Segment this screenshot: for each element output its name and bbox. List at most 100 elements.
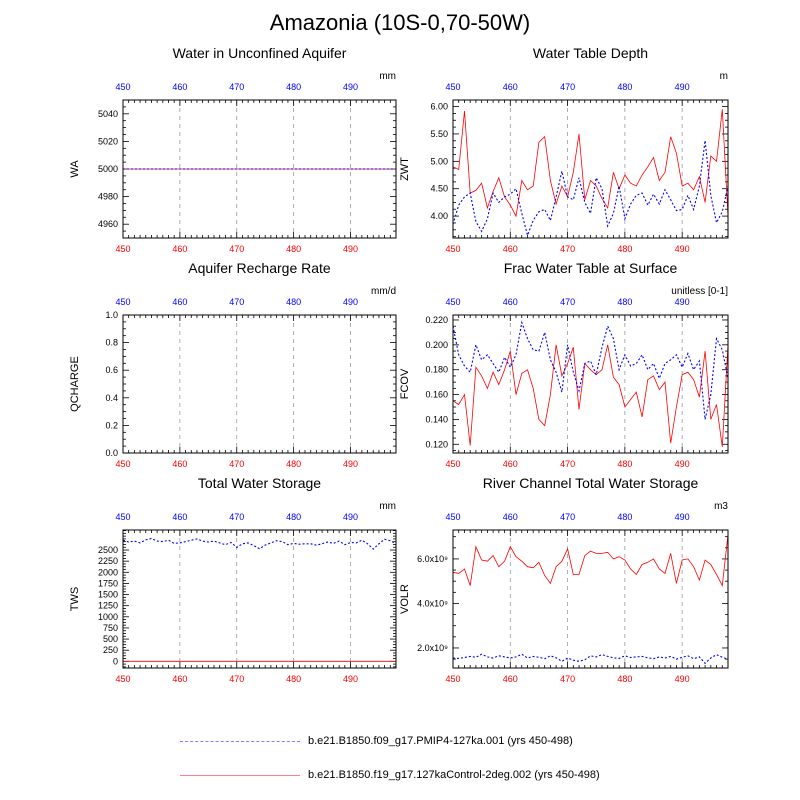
- panel-5-ylabel-tick-2: 500: [103, 634, 118, 644]
- panel-6-xlabel-top-450: 450: [445, 512, 460, 522]
- panel-2-series-control: [452, 109, 729, 218]
- legend-label-control: b.e21.B1850.f19_g17.127kaControl-2deg.00…: [308, 769, 600, 781]
- panel-3-xlabel-bottom-480: 480: [286, 459, 301, 469]
- panel-2-xlabel-bottom-480: 480: [617, 244, 632, 254]
- panel-1-units: mm: [379, 71, 396, 82]
- panel-4-ylabel-tick-4: 0.200: [425, 340, 448, 350]
- panel-2-ylabel: ZWT: [399, 157, 411, 181]
- panel-1-xlabel-bottom-460: 460: [172, 244, 187, 254]
- panel-3-ylabel-tick-5: 1.0: [105, 310, 118, 320]
- panel-4-ylabel-tick-1: 0.140: [425, 414, 448, 424]
- panel-2-xlabel-bottom-490: 490: [675, 244, 690, 254]
- panel-4-ylabel-tick-0: 0.120: [425, 439, 448, 449]
- panel-5-ylabel-tick-1: 250: [103, 645, 118, 655]
- panel-1-ylabel-tick-2: 5000: [98, 164, 118, 174]
- panel-1-ylabel: WA: [69, 160, 81, 178]
- panel-6-xlabel-bottom-480: 480: [617, 674, 632, 684]
- panel-1-title: Water in Unconfined Aquifer: [173, 45, 347, 61]
- panel-5-ylabel-tick-4: 1000: [98, 612, 118, 622]
- panel-4-title: Frac Water Table at Surface: [504, 260, 678, 276]
- panel-2-xlabel-bottom-460: 460: [503, 244, 518, 254]
- panel-6-xlabel-bottom-490: 490: [675, 674, 690, 684]
- panel-5-xlabel-top-460: 460: [172, 512, 187, 522]
- panel-3-ylabel-tick-1: 0.2: [105, 420, 118, 430]
- panel-6-xlabel-top-460: 460: [503, 512, 518, 522]
- panel-1-ylabel-tick-3: 5020: [98, 136, 118, 146]
- panel-5-xlabel-bottom-460: 460: [172, 674, 187, 684]
- panel-3-xlabel-top-470: 470: [229, 297, 244, 307]
- panel-2-units: m: [720, 71, 728, 82]
- panel-1-xlabel-top-480: 480: [286, 82, 301, 92]
- legend-label-pmip: b.e21.B1850.f09_g17.PMIP4-127ka.001 (yrs…: [308, 735, 573, 747]
- panel-3-xlabel-bottom-470: 470: [229, 459, 244, 469]
- panel-6-ylabel-tick-1: 4.0x10⁹: [417, 598, 448, 608]
- panel-2-xlabel-bottom-450: 450: [445, 244, 460, 254]
- panel-3-xlabel-bottom-450: 450: [115, 459, 130, 469]
- panel-5-ylabel-tick-5: 1250: [98, 601, 118, 611]
- panel-4-ylabel-tick-5: 0.220: [425, 315, 448, 325]
- panel-5-xlabel-top-480: 480: [286, 512, 301, 522]
- panel-2-xlabel-top-450: 450: [445, 82, 460, 92]
- legend: b.e21.B1850.f09_g17.PMIP4-127ka.001 (yrs…: [180, 730, 620, 790]
- panel-6-xlabel-bottom-450: 450: [445, 674, 460, 684]
- panel-5-xlabel-top-450: 450: [115, 512, 130, 522]
- legend-swatch-pmip: [180, 741, 300, 742]
- panel-2-xlabel-top-490: 490: [675, 82, 690, 92]
- panel-3-title: Aquifer Recharge Rate: [188, 260, 331, 276]
- panel-2-xlabel-top-470: 470: [560, 82, 575, 92]
- panel-4-ylabel-tick-3: 0.180: [425, 365, 448, 375]
- panel-5-frame: [122, 529, 397, 669]
- panel-5-series-pmip: [122, 537, 397, 550]
- panel-1-xlabel-bottom-480: 480: [286, 244, 301, 254]
- panel-3-ylabel-tick-3: 0.6: [105, 365, 118, 375]
- panel-6-xlabel-top-470: 470: [560, 512, 575, 522]
- panel-2-xlabel-top-480: 480: [617, 82, 632, 92]
- panel-6-ylabel-tick-0: 2.0x10⁹: [417, 643, 448, 653]
- panel-1-xlabel-top-450: 450: [115, 82, 130, 92]
- panel-3-xlabel-top-460: 460: [172, 297, 187, 307]
- panel-6-ylabel-tick-2: 6.0x10⁹: [417, 554, 448, 564]
- panel-3-xlabel-top-480: 480: [286, 297, 301, 307]
- panel-3-ylabel-tick-4: 0.8: [105, 338, 118, 348]
- panel-4-xlabel-top-490: 490: [675, 297, 690, 307]
- panel-3-ylabel-tick-2: 0.4: [105, 393, 118, 403]
- panel-3-xlabel-bottom-490: 490: [343, 459, 358, 469]
- panel-4-xlabel-top-460: 460: [503, 297, 518, 307]
- panel-4-xlabel-bottom-490: 490: [675, 459, 690, 469]
- panel-2-frame: [452, 99, 729, 239]
- panel-5-ylabel: TWS: [69, 587, 81, 611]
- panel-3-xlabel-top-490: 490: [343, 297, 358, 307]
- panel-2-ylabel-tick-2: 5.00: [430, 156, 448, 166]
- panel-5-ylabel-tick-7: 1750: [98, 578, 118, 588]
- legend-swatch-control: [180, 775, 300, 776]
- panel-5-ylabel-tick-0: 0: [113, 656, 118, 666]
- panel-2-ylabel-tick-0: 4.00: [430, 211, 448, 221]
- panel-2-series-pmip: [452, 140, 729, 238]
- panel-5-xlabel-bottom-480: 480: [286, 674, 301, 684]
- panel-2-ylabel-tick-1: 4.50: [430, 184, 448, 194]
- panel-5-ylabel-tick-3: 750: [103, 623, 118, 633]
- panel-1-xlabel-bottom-450: 450: [115, 244, 130, 254]
- panel-5-xlabel-bottom-490: 490: [343, 674, 358, 684]
- panel-6-xlabel-top-480: 480: [617, 512, 632, 522]
- panel-4-xlabel-bottom-460: 460: [503, 459, 518, 469]
- panel-6-series-pmip: [452, 653, 729, 665]
- panel-5-ylabel-tick-8: 2000: [98, 567, 118, 577]
- panel-4-xlabel-top-470: 470: [560, 297, 575, 307]
- panel-6-xlabel-bottom-470: 470: [560, 674, 575, 684]
- panel-4-series-control: [452, 344, 729, 447]
- panel-5-title: Total Water Storage: [198, 475, 321, 491]
- panel-5-ylabel-tick-6: 1500: [98, 590, 118, 600]
- panel-4-ylabel-tick-2: 0.160: [425, 390, 448, 400]
- panel-2-xlabel-top-460: 460: [503, 82, 518, 92]
- panel-4-units: unitless [0-1]: [671, 286, 728, 297]
- panel-4-xlabel-bottom-450: 450: [445, 459, 460, 469]
- panel-4-ylabel: FCOV: [399, 368, 411, 399]
- panel-3-units: mm/d: [371, 286, 396, 297]
- panel-6-frame: [452, 529, 729, 669]
- panel-3-frame: [122, 314, 397, 454]
- panel-1-frame: [122, 99, 397, 239]
- panel-1-xlabel-top-470: 470: [229, 82, 244, 92]
- panel-2-ylabel-tick-3: 5.50: [430, 129, 448, 139]
- panel-5-xlabel-top-470: 470: [229, 512, 244, 522]
